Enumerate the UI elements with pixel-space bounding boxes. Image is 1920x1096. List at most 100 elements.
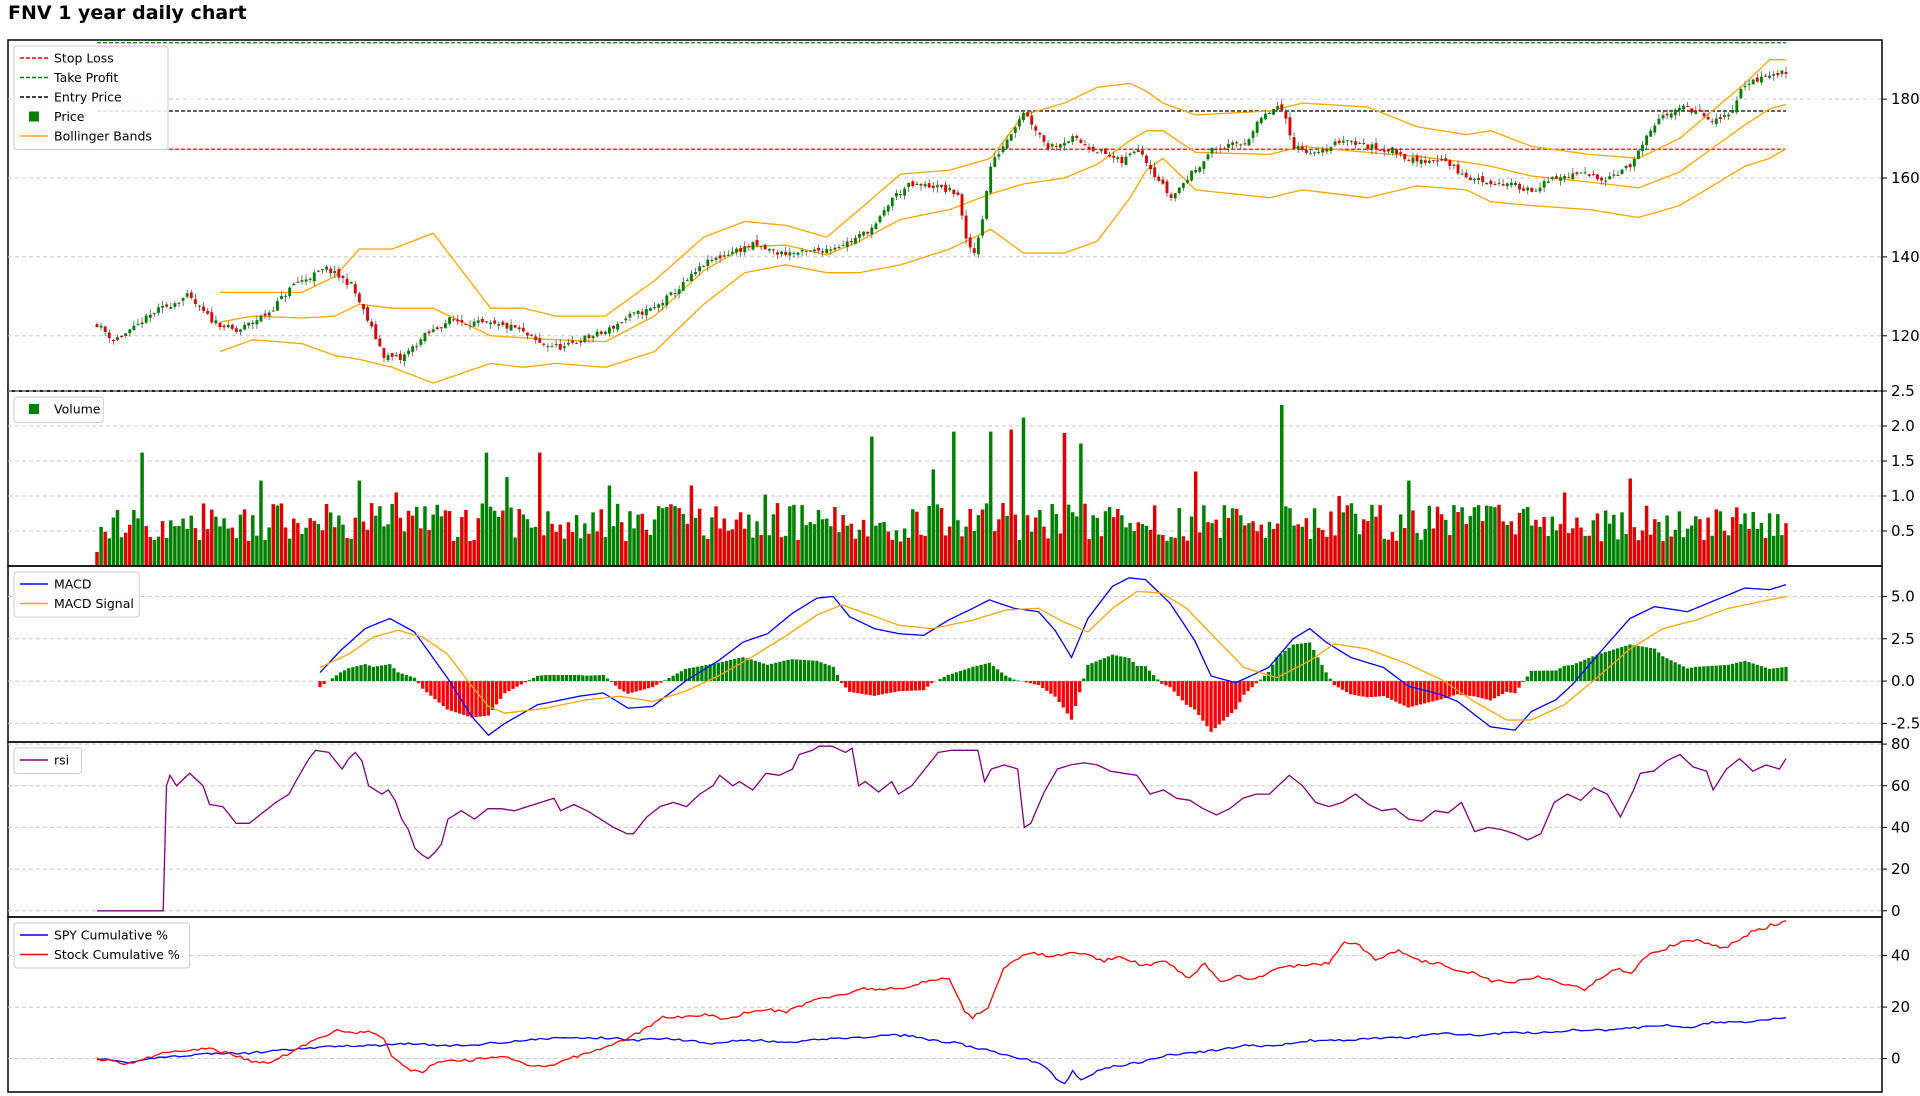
rsi-legend-label: rsi xyxy=(54,753,69,768)
candle-body xyxy=(1395,149,1398,155)
candle-body xyxy=(796,252,800,255)
volume-bar xyxy=(1558,524,1563,566)
volume-bar xyxy=(1300,526,1304,566)
volume-bar xyxy=(427,530,431,566)
macd-histogram-bar xyxy=(1505,681,1509,692)
candle-body xyxy=(1247,139,1251,146)
volume-bar xyxy=(1382,538,1386,566)
volume-bar xyxy=(1419,539,1423,566)
volume-bar xyxy=(829,526,833,566)
macd-histogram-bar xyxy=(351,667,355,682)
volume-bar xyxy=(1288,508,1292,566)
macd-histogram-bar xyxy=(1164,681,1168,686)
macd-histogram-bar xyxy=(1603,652,1607,682)
volume-bar xyxy=(1411,510,1415,566)
volume-bar xyxy=(1263,537,1268,566)
candle-body xyxy=(1440,159,1444,161)
cumulative-frame xyxy=(7,916,1883,1093)
macd-histogram-bar xyxy=(1714,665,1718,682)
volume-bar xyxy=(1603,510,1608,566)
candle-body xyxy=(632,312,636,314)
macd-histogram-bar xyxy=(1521,681,1525,683)
macd-histogram-bar xyxy=(408,676,412,682)
volume-bar xyxy=(734,519,739,566)
macd-histogram-bar xyxy=(983,663,987,682)
volume-bar xyxy=(603,537,608,566)
volume-bar xyxy=(439,516,444,566)
candle-body xyxy=(710,259,714,261)
macd-histogram-bar xyxy=(1611,649,1616,682)
volume-bar xyxy=(1476,505,1481,566)
volume-bar xyxy=(1566,532,1571,566)
volume-bar xyxy=(1275,523,1280,566)
macd-histogram-bar xyxy=(1620,647,1624,682)
candle-body xyxy=(157,307,160,313)
volume-bar xyxy=(345,537,349,566)
macd-histogram-bar xyxy=(1484,681,1488,700)
volume-bar xyxy=(542,535,546,566)
volume-bar xyxy=(669,504,673,566)
volume-bar xyxy=(279,503,284,566)
candle-body xyxy=(1231,142,1234,146)
spy-cumulative-line xyxy=(96,1017,1787,1085)
candle-body xyxy=(562,346,566,348)
volume-bar xyxy=(890,539,895,566)
candle-body xyxy=(1013,127,1017,133)
macd-histogram-bar xyxy=(659,681,663,683)
macd-histogram-bar xyxy=(1176,681,1180,696)
volume-bar xyxy=(341,524,345,566)
macd-histogram-bar xyxy=(971,666,975,682)
volume-bar xyxy=(1599,541,1604,566)
candle-body xyxy=(1493,183,1497,185)
macd-histogram-bar xyxy=(1418,681,1423,705)
candle-body xyxy=(1600,177,1603,181)
volume-bar xyxy=(107,538,112,566)
volume-bar xyxy=(1571,528,1575,566)
candle-body xyxy=(1546,181,1550,183)
volume-bar xyxy=(906,537,911,566)
candle-body xyxy=(288,287,292,296)
candle-body xyxy=(964,215,968,239)
candle-body xyxy=(1415,155,1419,162)
candle-body xyxy=(312,272,316,282)
candle-body xyxy=(1628,164,1632,168)
candle-body xyxy=(1448,160,1452,166)
rsi-frame xyxy=(7,741,1883,918)
candle-body xyxy=(1362,142,1366,144)
candle-body xyxy=(829,249,833,251)
volume-bar xyxy=(242,509,247,566)
macd-histogram-bar xyxy=(1718,665,1722,682)
volume-bar xyxy=(1107,506,1112,566)
volume-bar xyxy=(1591,520,1596,566)
candle-body xyxy=(169,307,173,309)
volume-bar xyxy=(894,530,899,566)
candle-body xyxy=(849,241,853,243)
macd-histogram-bar xyxy=(1209,681,1213,732)
volume-bar xyxy=(1103,511,1108,566)
volume-bar xyxy=(1202,505,1206,566)
volume-bar xyxy=(533,526,538,566)
candle-body xyxy=(1579,172,1583,174)
candle-body xyxy=(177,302,181,304)
macd-histogram-bar xyxy=(634,681,638,692)
macd-histogram-bar xyxy=(1028,681,1033,684)
volume-bar xyxy=(693,517,698,566)
volume-bar xyxy=(1648,534,1653,566)
candle-body xyxy=(1366,144,1370,150)
macd-histogram-bar xyxy=(1217,681,1221,725)
candle-body xyxy=(1772,74,1776,76)
macd-histogram-bar xyxy=(1184,681,1189,705)
candle-body xyxy=(349,281,353,284)
macd-histogram-bar xyxy=(909,681,913,691)
macd-histogram-bar xyxy=(1073,681,1078,706)
volume-bar xyxy=(837,532,841,566)
volume-bar xyxy=(1017,540,1022,566)
candle-body xyxy=(1382,150,1386,152)
macd-histogram-bar xyxy=(700,665,704,682)
volume-bar xyxy=(628,511,632,566)
macd-histogram-bar xyxy=(527,680,532,682)
volume-bar xyxy=(833,507,837,566)
volume-bar xyxy=(484,452,489,566)
macd-histogram-bar xyxy=(798,659,803,682)
macd-histogram-bar xyxy=(556,674,560,682)
